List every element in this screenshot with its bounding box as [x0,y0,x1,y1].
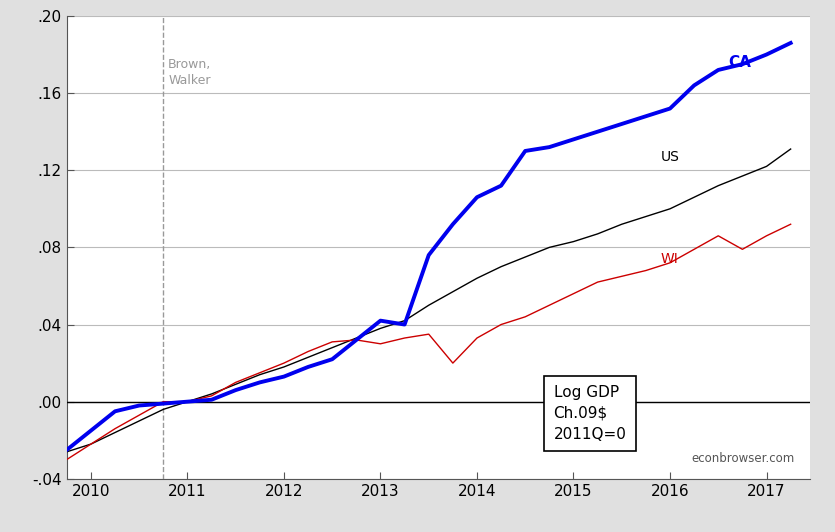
Text: US: US [660,149,679,164]
Text: Log GDP
Ch.09$
2011Q=0: Log GDP Ch.09$ 2011Q=0 [554,385,626,442]
Text: WI: WI [660,252,678,266]
Text: econbrowser.com: econbrowser.com [692,452,795,465]
Text: Brown,
Walker: Brown, Walker [168,59,211,87]
Text: CA: CA [728,55,751,70]
